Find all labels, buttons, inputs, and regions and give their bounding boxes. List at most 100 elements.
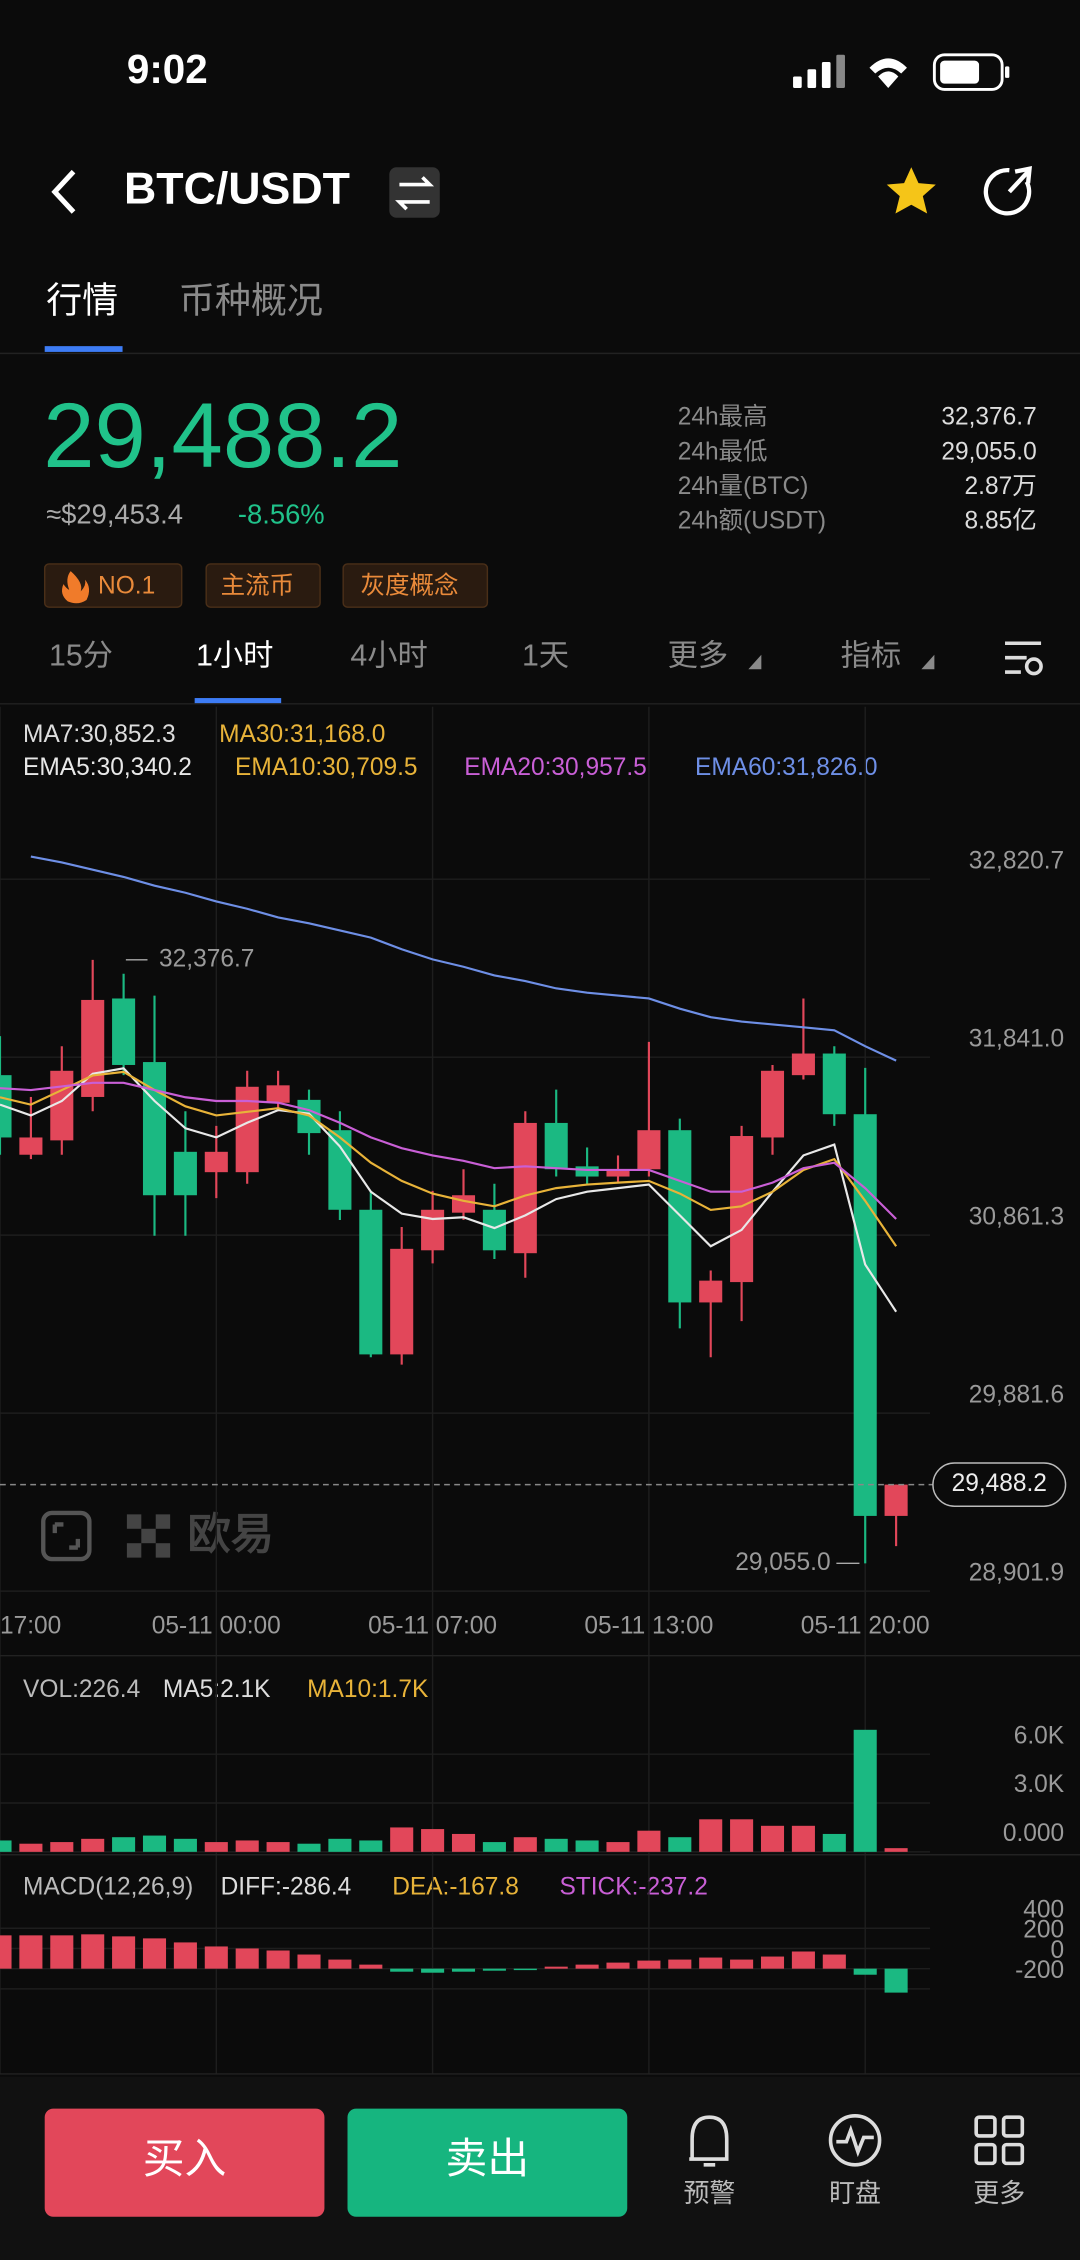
nav-label[interactable]: 盯盘	[829, 2179, 881, 2208]
macd-bar	[235, 1948, 259, 1969]
volume-bar	[266, 1842, 290, 1852]
macd-bar	[81, 1934, 105, 1969]
legend-label: MACD(12,26,9)	[23, 1873, 193, 1900]
tag: NO.1	[98, 572, 155, 599]
price-change: -8.56%	[238, 499, 325, 530]
y-tick-label: 31,841.0	[969, 1025, 1064, 1052]
volume-bar	[50, 1842, 74, 1852]
legend-label: EMA10:30,709.5	[235, 754, 418, 781]
swap-button[interactable]	[389, 167, 440, 218]
interval[interactable]: 指标	[841, 639, 902, 673]
candle-body	[421, 1209, 445, 1251]
tab[interactable]: 币种概况	[179, 279, 323, 320]
candle-body	[482, 1209, 506, 1251]
candle-body	[791, 1053, 815, 1076]
settings-icon[interactable]	[1005, 641, 1043, 676]
candle-body	[142, 1062, 167, 1196]
x-tick-label: 05-11 07:00	[368, 1612, 497, 1639]
indicator-line	[0, 1081, 897, 1220]
volume-bar	[81, 1838, 105, 1852]
dropdown-arrow	[921, 654, 935, 670]
macd-bar	[668, 1959, 692, 1969]
watermark-text: 欧易	[187, 1511, 274, 1559]
macd-bar	[50, 1935, 74, 1969]
legend-label: DIFF:-286.4	[221, 1873, 352, 1900]
legend-label: MA10:1.7K	[307, 1676, 429, 1703]
nav-label[interactable]: 更多	[973, 2179, 1025, 2208]
volume-bar	[173, 1838, 197, 1852]
nav-labels: 预警 盯盘 更多	[683, 2179, 1025, 2208]
volume-bar	[853, 1729, 877, 1852]
interval[interactable]: 1天	[522, 640, 569, 673]
monitor-icon[interactable]	[828, 2113, 882, 2167]
macd-bar	[142, 1938, 167, 1969]
macd-bar	[791, 1951, 815, 1969]
macd-bar	[421, 1968, 445, 1973]
watermark: 欧易	[41, 1510, 274, 1562]
candle-body	[513, 1122, 537, 1254]
dropdown-arrow	[748, 654, 762, 670]
macd-bar	[173, 1942, 197, 1969]
candle-body	[544, 1122, 568, 1170]
candle-body	[575, 1166, 599, 1177]
macd-bar	[0, 1935, 12, 1969]
macd-bar	[760, 1956, 785, 1969]
volume-bar	[760, 1825, 785, 1852]
y-tick-label: 400	[1023, 1896, 1064, 1923]
pair-title: BTC/USDT	[124, 165, 350, 214]
volume-bar	[575, 1840, 599, 1852]
volume-bar	[544, 1838, 568, 1852]
legend-label: VOL:226.4	[23, 1676, 140, 1703]
macd-bar	[266, 1950, 290, 1969]
legend-label: MA7:30,852.3	[23, 721, 176, 748]
macd-bar	[822, 1954, 846, 1969]
volume-bar	[235, 1840, 259, 1852]
back-button[interactable]	[51, 169, 76, 214]
tab-underline	[44, 346, 123, 352]
tab[interactable]: 行情	[46, 279, 118, 320]
macd-bar	[204, 1946, 228, 1969]
macd-bar	[19, 1935, 43, 1969]
macd-bar	[513, 1968, 537, 1971]
volume-bar	[451, 1833, 476, 1852]
volume-bar	[421, 1829, 445, 1852]
x-tick-label: 05-11 00:00	[152, 1612, 281, 1639]
candle-body	[730, 1136, 754, 1283]
interval[interactable]: 更多	[668, 639, 729, 673]
share-button[interactable]	[983, 166, 1032, 216]
stats: 24h最高 32,376.7 24h最低 29,055.0 24h量(BTC) 2.87万…	[678, 403, 1037, 535]
volume-bar	[730, 1819, 754, 1852]
volume-bar	[668, 1837, 692, 1852]
bell-icon[interactable]	[689, 2115, 729, 2167]
stat-label: 24h量(BTC)	[678, 473, 809, 500]
interval[interactable]: 15分	[49, 640, 113, 673]
y-tick-label: 0.000	[1003, 1820, 1064, 1847]
volume-bar	[699, 1819, 723, 1852]
interval[interactable]: 1小时	[196, 640, 273, 673]
stat-label: 24h额(USDT)	[678, 507, 826, 535]
x-tick-label: 17:00	[0, 1612, 61, 1639]
candle-body	[884, 1484, 908, 1516]
candle-body	[235, 1086, 259, 1173]
volume-bar	[884, 1848, 908, 1852]
interval[interactable]: 4小时	[350, 640, 427, 673]
nav-label[interactable]: 预警	[683, 2179, 735, 2208]
macd-bar	[328, 1959, 352, 1969]
more-icon[interactable]	[974, 2115, 1025, 2166]
macd-bar	[482, 1968, 506, 1971]
charts	[0, 706, 931, 2074]
candle-body	[853, 1114, 877, 1516]
volume-bar	[637, 1830, 661, 1852]
tags: NO.1 主流币 灰度概念	[43, 563, 489, 608]
buy-button[interactable]	[44, 2108, 325, 2217]
status-icons	[793, 53, 1010, 91]
favorite-star[interactable]	[886, 167, 936, 214]
low-label: 29,055.0	[735, 1549, 830, 1576]
x-tick-label: 05-11 20:00	[801, 1612, 930, 1639]
sell-button[interactable]	[347, 2108, 628, 2217]
macd-bar	[359, 1964, 383, 1969]
legend-label: EMA5:30,340.2	[23, 754, 192, 781]
macd-bar	[390, 1968, 414, 1972]
volume-bar	[822, 1833, 846, 1852]
